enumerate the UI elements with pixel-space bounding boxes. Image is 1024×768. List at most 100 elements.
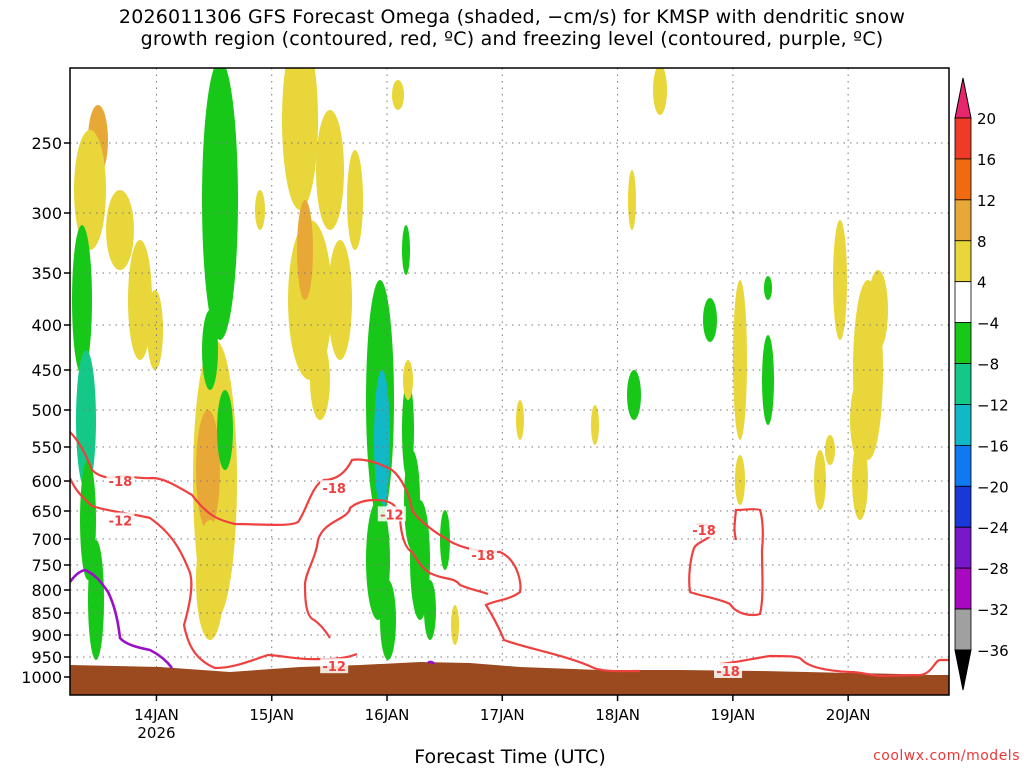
colorbar-label: −28 <box>977 560 1009 578</box>
omega-cell <box>852 440 868 520</box>
colorbar-swatch <box>954 485 972 528</box>
y-tick-label: 800 <box>31 581 62 600</box>
contour-label: -18 <box>692 524 716 539</box>
colorbar-label: −4 <box>977 315 999 333</box>
contour-label: -12 <box>109 515 133 530</box>
contour-label-bg <box>469 547 498 563</box>
y-tick-label: 300 <box>31 204 62 223</box>
chart-title-line1: 2026011306 GFS Forecast Omega (shaded, −… <box>118 6 906 28</box>
omega-cell <box>516 400 524 440</box>
dgz-contour-line <box>688 508 764 617</box>
contour-label: -12 <box>380 508 404 523</box>
omega-cell <box>440 510 450 570</box>
colorbar-label: 8 <box>977 233 987 251</box>
omega-cell <box>733 280 747 440</box>
colorbar-swatch <box>954 608 972 651</box>
omega-cell <box>316 110 344 230</box>
y-tick-label: 400 <box>31 316 62 335</box>
omega-cell <box>380 580 396 660</box>
omega-cell <box>868 270 888 350</box>
omega-cell <box>424 580 436 640</box>
colorbar-label: 16 <box>977 151 996 169</box>
y-tick-label: 500 <box>31 401 62 420</box>
x-tick-label: 15JAN <box>249 706 294 724</box>
chart-title: 2026011306 GFS Forecast Omega (shaded, −… <box>0 6 1024 50</box>
omega-cell <box>735 455 745 505</box>
colorbar-label: −8 <box>977 356 999 374</box>
colorbar-label: −12 <box>977 396 1009 414</box>
omega-cell <box>627 370 641 420</box>
omega-cell <box>196 410 220 530</box>
colorbar-bottom-triangle <box>954 649 972 691</box>
y-tick-label: 250 <box>31 134 62 153</box>
ground-terrain <box>70 662 949 695</box>
omega-shading <box>72 68 888 660</box>
credit-link[interactable]: coolwx.com/models <box>873 748 1020 764</box>
omega-cell <box>310 340 330 420</box>
plot-frame <box>69 67 950 696</box>
omega-cell <box>392 80 404 110</box>
omega-cell <box>328 240 352 360</box>
ground-fill <box>70 662 949 695</box>
omega-cell <box>833 220 847 340</box>
contour-label: -18 <box>109 475 133 490</box>
omega-cell <box>402 225 410 275</box>
y-axis-ticks: 250 300 350 400 450 500 550 600 650 700 750 800 850 9… <box>21 134 70 687</box>
omega-cell <box>347 150 363 250</box>
omega-cell <box>88 540 104 660</box>
y-tick-label: 700 <box>31 530 62 549</box>
x-tick-label: 18JAN <box>595 706 640 724</box>
contour-label-bg <box>377 506 406 522</box>
grid-lines <box>70 68 949 695</box>
x-tick-label: 14JAN <box>134 706 179 724</box>
colorbar-label: −16 <box>977 437 1009 455</box>
colorbar-swatch <box>954 240 972 283</box>
colorbar-label: −20 <box>977 478 1009 496</box>
colorbar: 20 16 12 8 4 −4 −8 −12 −16 −20 −24 −28 −32 −36 <box>954 77 1009 691</box>
contour-label: -18 <box>322 482 346 497</box>
omega-cell <box>374 370 390 510</box>
colorbar-label: −32 <box>977 601 1009 619</box>
colorbar-label: 12 <box>977 192 996 210</box>
colorbar-label: 20 <box>977 110 996 128</box>
y-tick-label: 750 <box>31 556 62 575</box>
x-tick-label: 19JAN <box>710 706 755 724</box>
x-axis-title: Forecast Time (UTC) <box>414 746 606 768</box>
colorbar-swatch <box>954 281 972 324</box>
omega-cell <box>591 405 599 445</box>
contour-label-bg <box>690 522 719 538</box>
y-tick-label: 450 <box>31 361 62 380</box>
contour-labels: -18 -12 -18 -12 -18 -12 -18 -18 <box>106 473 743 680</box>
contour-label-bg <box>106 512 135 528</box>
dgz-contour-line <box>303 498 489 639</box>
colorbar-swatch <box>954 526 972 569</box>
colorbar-swatch <box>954 117 972 160</box>
contour-label-bg <box>320 658 349 674</box>
omega-cell <box>217 390 233 470</box>
y-tick-label: 850 <box>31 604 62 623</box>
x-tick-label: 20JAN <box>826 706 871 724</box>
freezing-level-line <box>70 568 174 669</box>
y-tick-label: 650 <box>31 502 62 521</box>
dgz-contour-line <box>70 477 358 670</box>
omega-cell <box>764 276 772 300</box>
omega-cell <box>72 225 92 375</box>
dgz-contours <box>70 431 949 678</box>
dgz-contour-line <box>719 654 949 678</box>
omega-cell <box>282 68 318 210</box>
colorbar-label: 4 <box>977 274 987 292</box>
x-tick-label: 16JAN <box>365 706 410 724</box>
contour-label: -18 <box>716 665 740 680</box>
contour-label: -18 <box>471 549 495 564</box>
y-tick-label: 550 <box>31 438 62 457</box>
colorbar-swatch <box>954 404 972 446</box>
omega-cell <box>451 605 459 645</box>
contour-label-bg <box>714 663 743 678</box>
freezing-level-line <box>427 660 436 665</box>
colorbar-label: −24 <box>977 519 1009 537</box>
omega-cell <box>762 335 774 425</box>
y-tick-label: 1000 <box>21 668 62 687</box>
contour-label-bg <box>320 480 349 496</box>
y-tick-label: 900 <box>31 626 62 645</box>
